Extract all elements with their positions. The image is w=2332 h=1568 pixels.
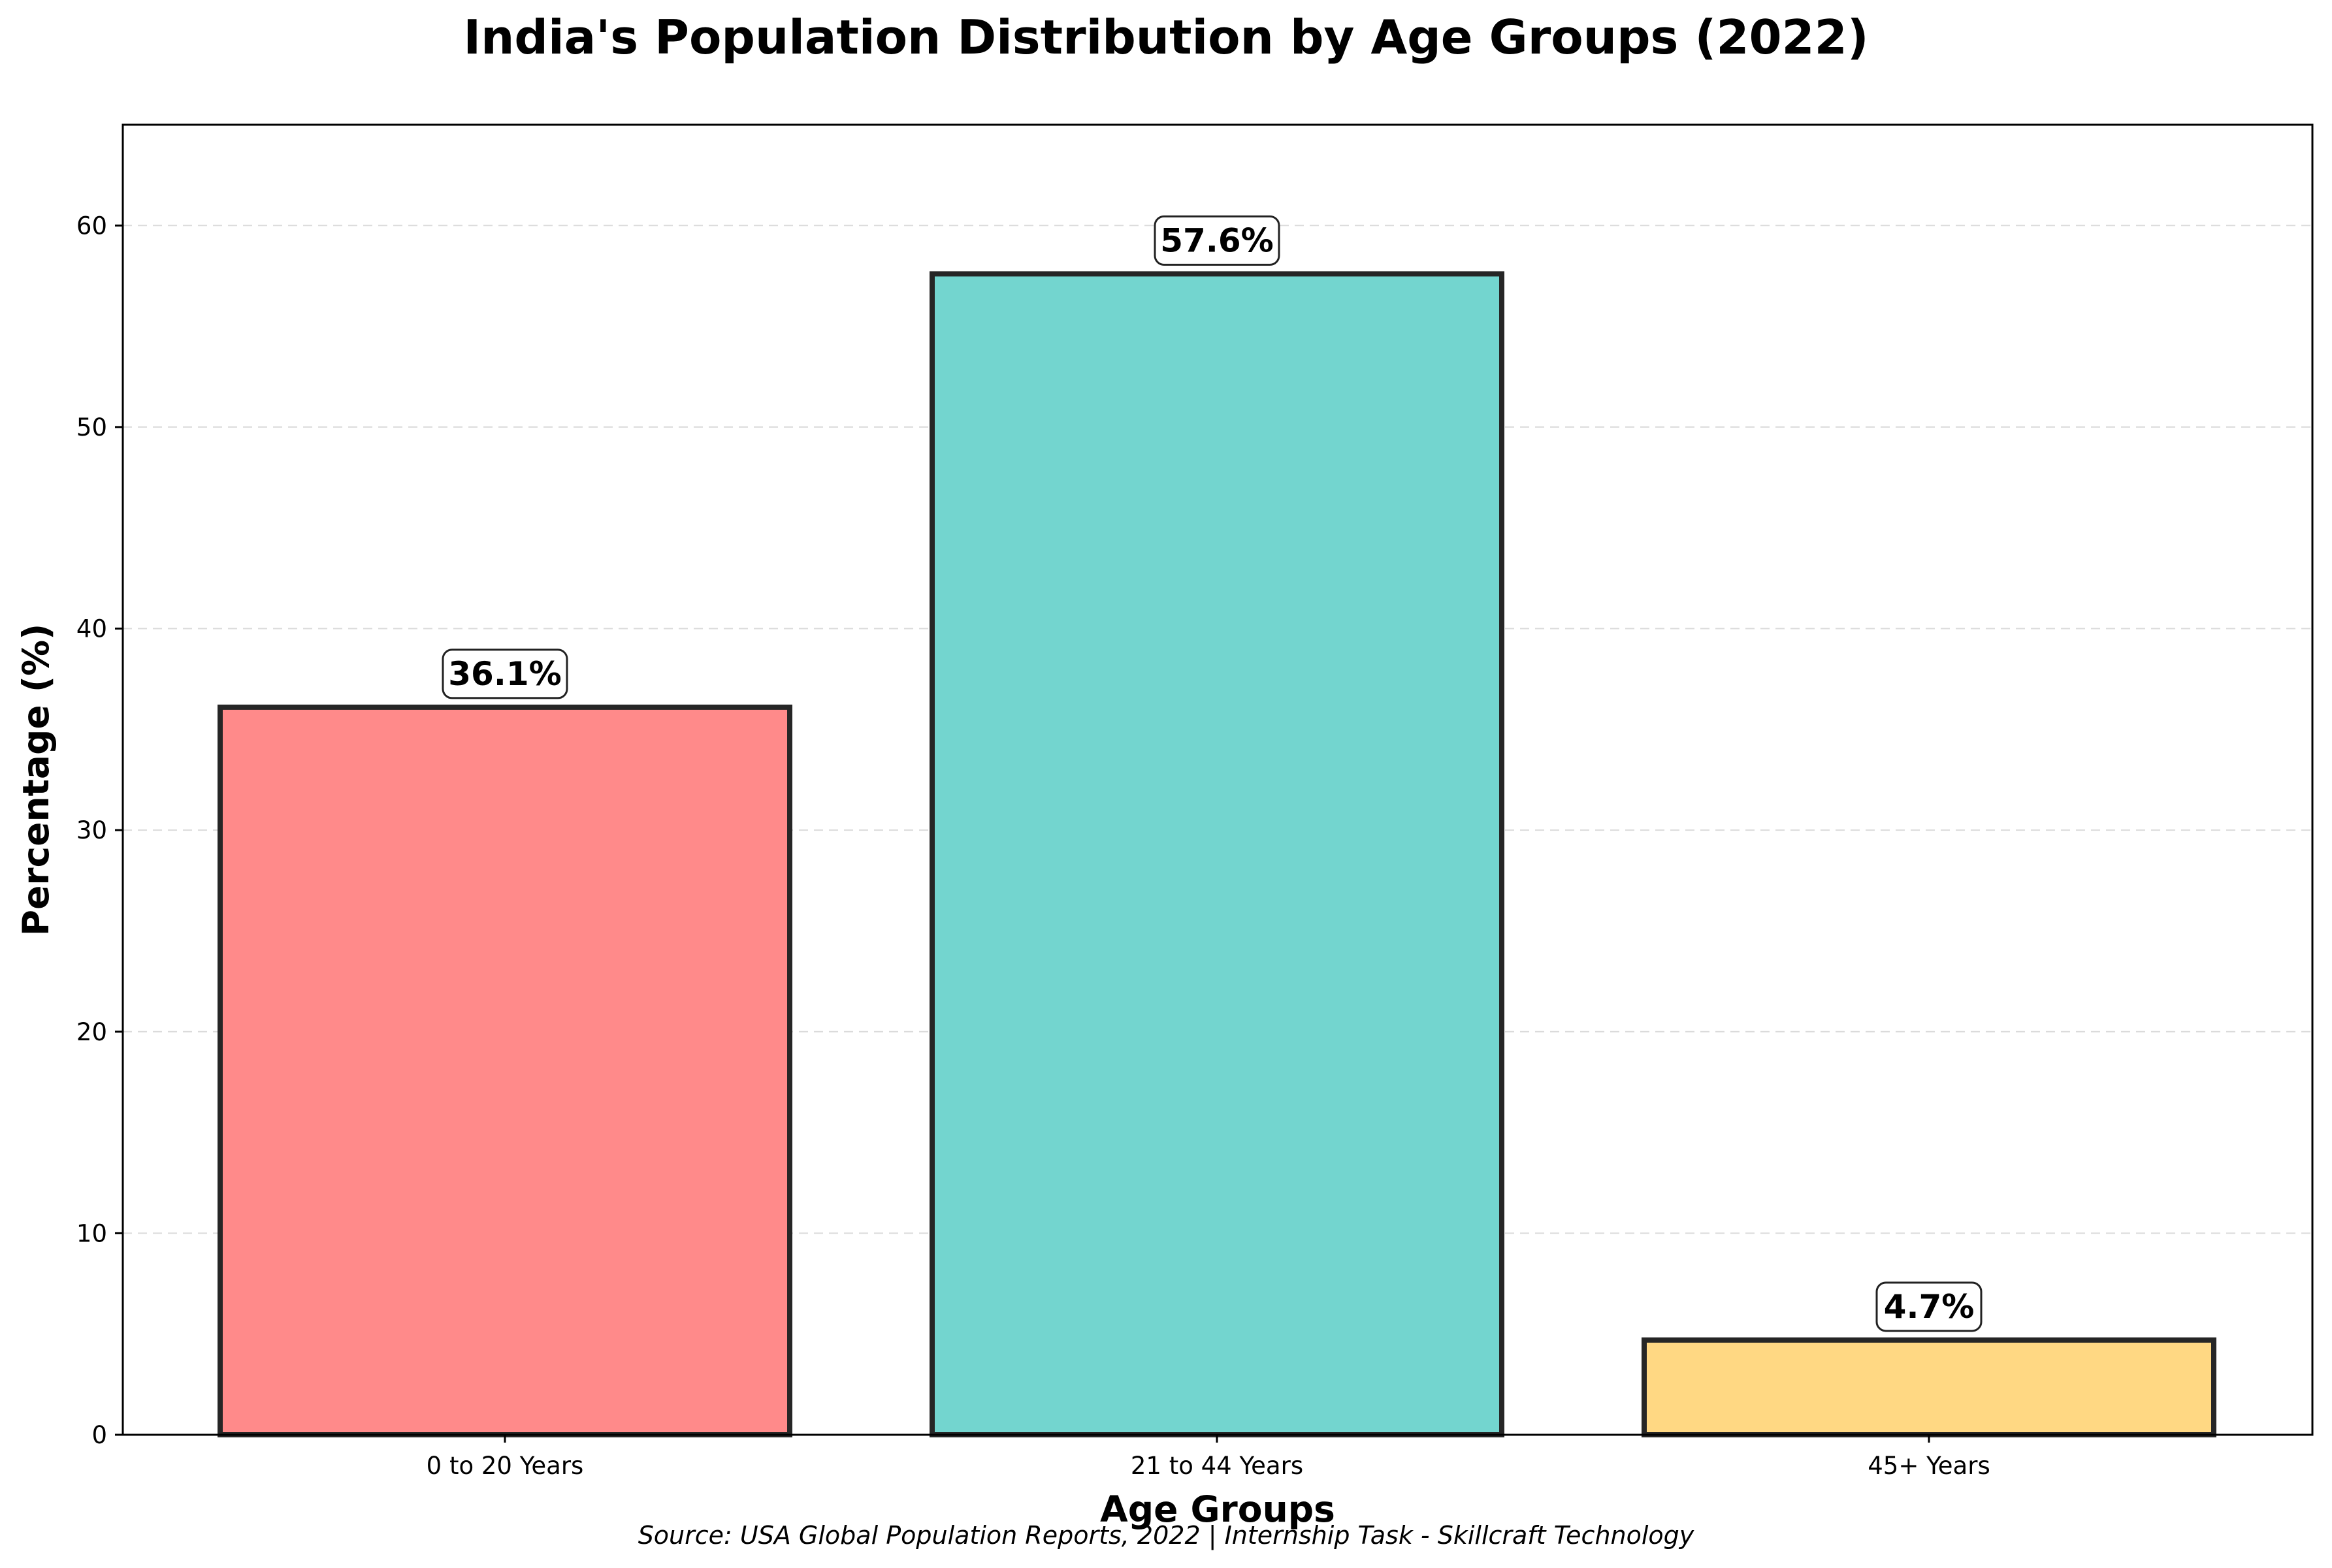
data-label-group: 4.7% [1875,1281,1983,1332]
y-axis-ticks: 0 10 20 30 40 50 60 [76,212,123,1449]
bars [218,271,2216,1438]
y-tick-label: 0 [91,1421,107,1449]
y-tick-label: 20 [76,1018,107,1046]
bar-21-to-44-years [930,271,1504,1438]
data-label-group: 36.1% [442,648,568,699]
bar-45-years [1642,1337,2216,1437]
x-tick-label: 21 to 44 Years [1131,1452,1303,1480]
x-tick-label: 45+ Years [1868,1452,1990,1480]
data-label: 4.7% [1884,1288,1975,1326]
data-label-group: 57.6% [1154,215,1280,266]
x-axis-ticks: 0 to 20 Years 21 to 44 Years 45+ Years [427,1435,1990,1480]
y-tick-label: 10 [76,1219,107,1247]
y-tick-label: 30 [76,816,107,844]
data-label: 57.6% [1160,221,1273,259]
y-tick-label: 60 [76,212,107,240]
y-tick-label: 40 [76,615,107,643]
data-label-box [1154,215,1280,266]
y-tick-label: 50 [76,413,107,441]
data-labels: 36.1% 57.6% 4.7% [442,215,1983,1332]
data-label: 36.1% [448,655,561,693]
y-axis-label: Percentage (%) [15,624,57,936]
chart-title: India's Population Distribution by Age G… [463,10,1868,65]
data-label-box [442,648,568,699]
data-label-box [1875,1281,1983,1332]
x-axis-label: Age Groups [1100,1488,1335,1530]
x-tick-label: 0 to 20 Years [427,1452,584,1480]
bar-0-to-20-years [218,704,792,1437]
source-note: Source: USA Global Population Reports, 2… [638,1521,1694,1550]
